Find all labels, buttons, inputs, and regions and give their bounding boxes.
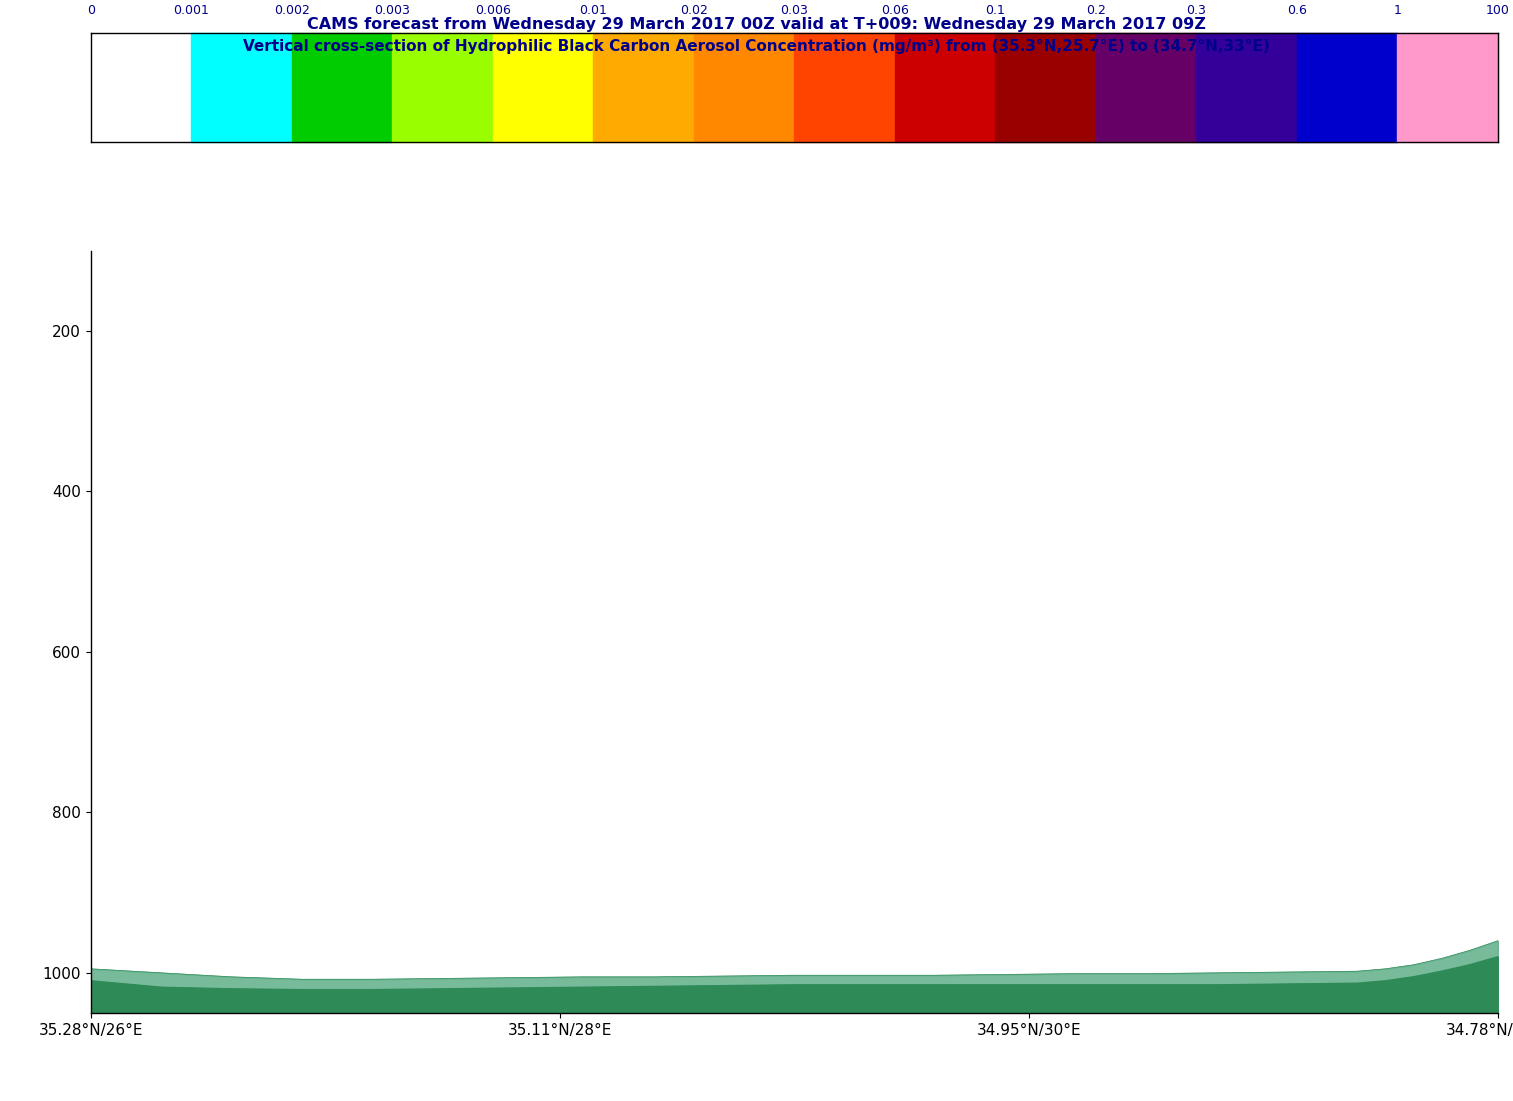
Text: 0: 0 (86, 3, 95, 17)
Bar (996, 33, 1095, 142)
Text: 0.6: 0.6 (1288, 3, 1307, 17)
Text: 0.002: 0.002 (274, 3, 310, 17)
Text: 0.06: 0.06 (881, 3, 909, 17)
Bar (894, 33, 996, 142)
Bar (392, 33, 493, 142)
Text: 0.1: 0.1 (985, 3, 1005, 17)
Bar (1398, 33, 1498, 142)
Text: 0.006: 0.006 (475, 3, 511, 17)
Text: 0.003: 0.003 (374, 3, 410, 17)
Bar (191, 33, 292, 142)
Text: 0.03: 0.03 (781, 3, 808, 17)
Text: 0.02: 0.02 (679, 3, 708, 17)
Text: 1: 1 (1393, 3, 1401, 17)
Bar (493, 33, 593, 142)
Text: 0.3: 0.3 (1186, 3, 1206, 17)
Bar (593, 33, 694, 142)
Text: CAMS forecast from Wednesday 29 March 2017 00Z valid at T+009: Wednesday 29 Marc: CAMS forecast from Wednesday 29 March 20… (307, 17, 1206, 32)
Bar (1095, 33, 1197, 142)
Text: 100: 100 (1486, 3, 1510, 17)
Bar (694, 33, 794, 142)
Bar (1197, 33, 1297, 142)
Text: 0.01: 0.01 (579, 3, 607, 17)
Text: 0.001: 0.001 (174, 3, 209, 17)
Bar (292, 33, 392, 142)
Bar (1297, 33, 1398, 142)
Text: 0.2: 0.2 (1086, 3, 1106, 17)
Bar (91, 33, 191, 142)
Bar (794, 33, 894, 142)
Text: Vertical cross-section of Hydrophilic Black Carbon Aerosol Concentration (mg/m³): Vertical cross-section of Hydrophilic Bl… (244, 39, 1269, 54)
